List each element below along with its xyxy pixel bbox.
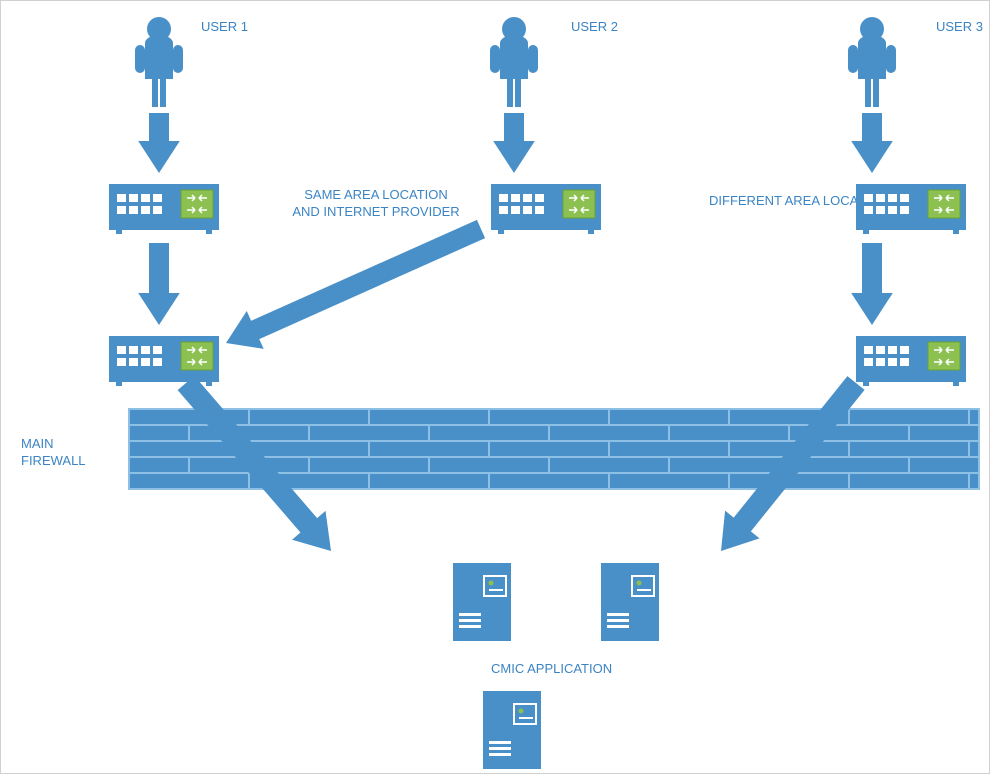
user3-label: USER 3 xyxy=(936,19,983,36)
firewall-wall xyxy=(129,409,979,489)
arrow xyxy=(493,113,535,173)
same-area-label: SAME AREA LOCATION AND INTERNET PROVIDER xyxy=(281,187,471,221)
switch-icon xyxy=(491,184,601,234)
switch-icon xyxy=(109,184,219,234)
switch-icons xyxy=(109,184,966,386)
arrow xyxy=(851,243,893,325)
arrow xyxy=(138,243,180,325)
diff-area-label: DIFFERENT AREA LOCATION xyxy=(709,193,888,210)
person-icon xyxy=(135,17,183,107)
arrow xyxy=(178,376,331,551)
cmic-label: CMIC APPLICATION xyxy=(491,661,612,678)
arrows xyxy=(138,113,893,551)
arrow xyxy=(226,220,485,349)
network-diagram: USER 1 USER 2 USER 3 SAME AREA LOCATION … xyxy=(1,1,989,773)
switch-icon xyxy=(109,336,219,386)
diagram-svg xyxy=(1,1,990,775)
server-icon xyxy=(453,563,511,641)
user2-label: USER 2 xyxy=(571,19,618,36)
user1-label: USER 1 xyxy=(201,19,248,36)
server-icon xyxy=(483,691,541,769)
firewall-label: MAIN FIREWALL xyxy=(21,436,86,470)
person-icon xyxy=(490,17,538,107)
switch-icon xyxy=(856,336,966,386)
arrow xyxy=(851,113,893,173)
person-icon xyxy=(848,17,896,107)
user-icons xyxy=(135,17,896,107)
arrow xyxy=(138,113,180,173)
server-icon xyxy=(601,563,659,641)
arrow xyxy=(721,376,865,551)
